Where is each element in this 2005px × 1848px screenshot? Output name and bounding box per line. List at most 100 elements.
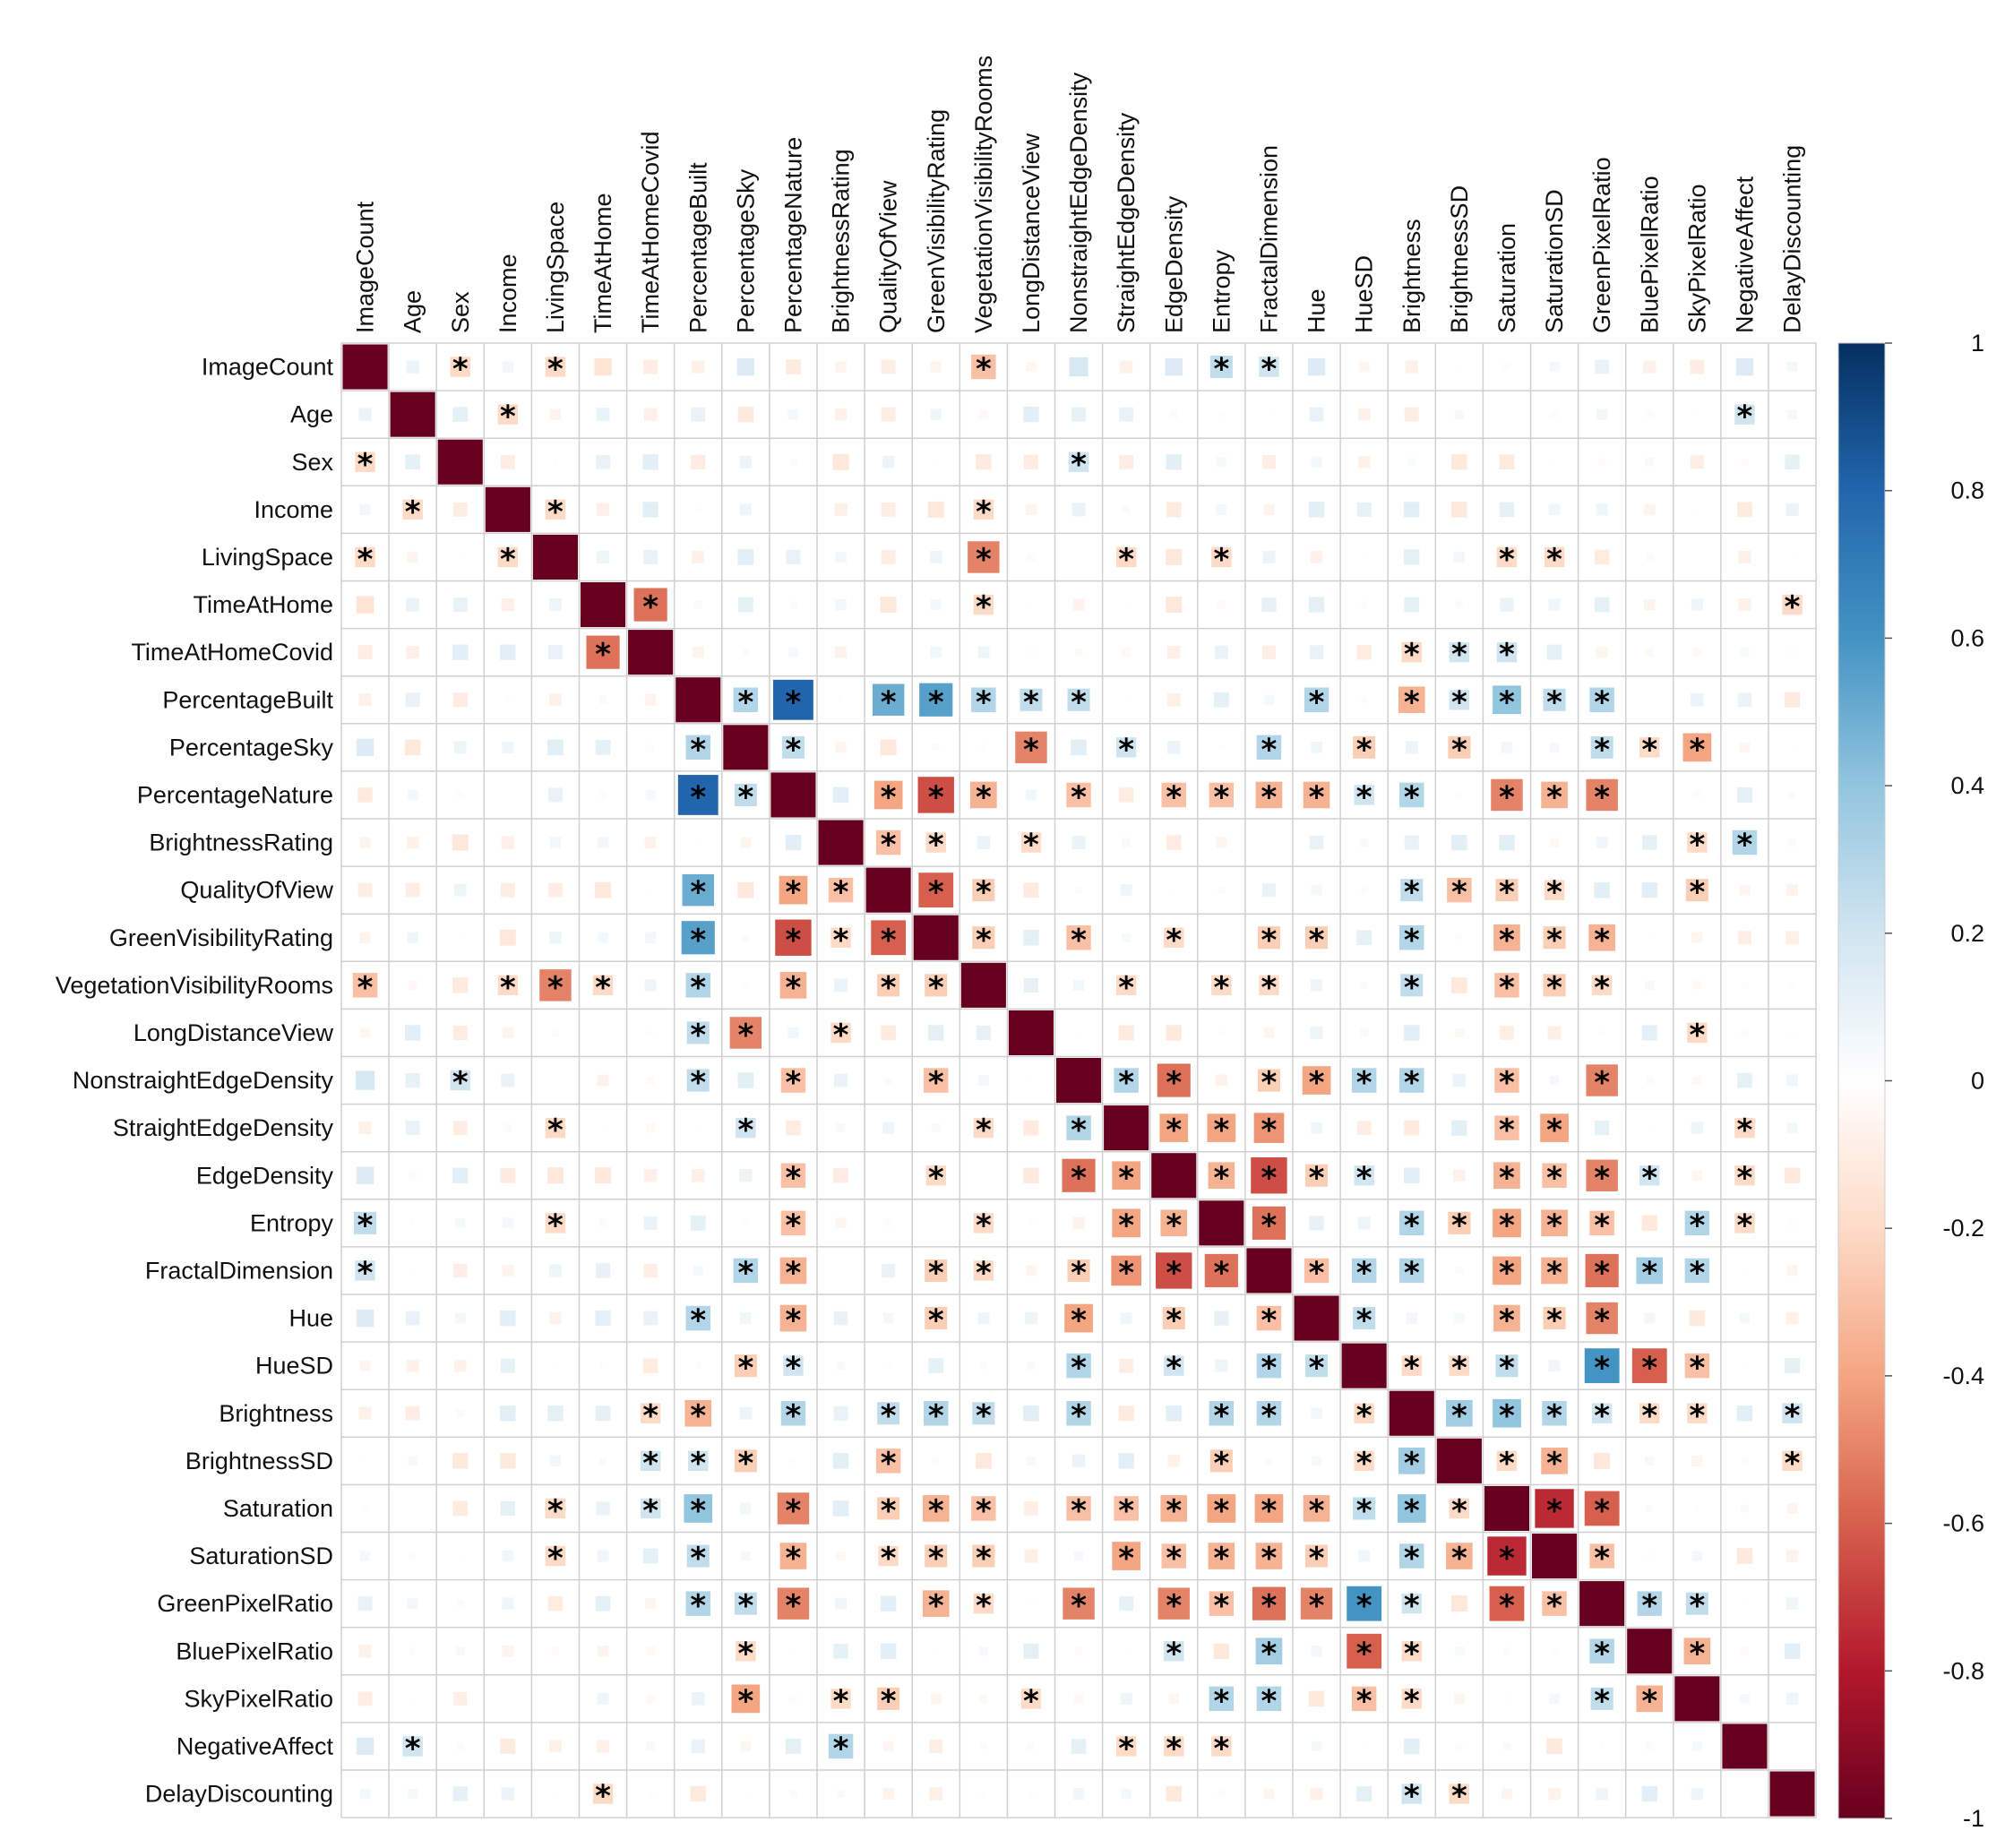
corr-cell-TimeAtHomeCovid-Age [406, 645, 419, 659]
corr-cell-SkyPixelRatio-SkyPixelRatio [1674, 1676, 1720, 1722]
corr-cell-Entropy-SaturationSD [1541, 1209, 1568, 1237]
corr-cell-ImageCount-PercentageBuilt [692, 360, 705, 374]
corr-cell-BrightnessSD-Brightness [1398, 1448, 1425, 1474]
corr-cell-NonstraightEdgeDensity-GreenVisibilityRating [924, 1068, 949, 1093]
corr-cell-Age-GreenPixelRatio [1596, 408, 1608, 420]
corr-cell-BrightnessRating-NonstraightEdgeDensity [1071, 835, 1086, 850]
corr-cell-GreenVisibilityRating-LongDistanceView [1023, 930, 1039, 946]
corr-cell-VegetationVisibilityRooms-Income [497, 975, 519, 996]
corr-cell-NegativeAffect-PercentageNature [785, 1738, 801, 1754]
significance-star: * [1356, 779, 1373, 815]
corr-cell-Saturation-StraightEdgeDensity [1114, 1496, 1139, 1521]
corr-cell-GreenVisibilityRating-SaturationSD [1543, 926, 1566, 950]
significance-star: * [1404, 923, 1420, 958]
corr-cell-NegativeAffect-SkyPixelRatio [1691, 1741, 1702, 1751]
corr-cell-Entropy-Entropy [1199, 1200, 1244, 1246]
corr-cell-BrightnessRating-Entropy [1216, 837, 1227, 848]
significance-star: * [452, 352, 469, 388]
corr-cell-Age-QualityOfView [881, 407, 896, 422]
corr-cell-EdgeDensity-GreenPixelRatio [1586, 1159, 1618, 1191]
corr-cell-GreenVisibilityRating-GreenPixelRatio [1588, 924, 1615, 951]
corr-cell-TimeAtHomeCovid-ImageCount [357, 645, 373, 660]
corr-cell-PercentageNature-Entropy [1209, 782, 1235, 808]
significance-star: * [1309, 1541, 1325, 1577]
significance-star: * [1213, 1683, 1229, 1719]
corr-cell-SaturationSD-BrightnessRating [836, 1551, 846, 1561]
corr-cell-EdgeDensity-Hue [1305, 1164, 1329, 1187]
corr-cell-NegativeAffect-Brightness [1404, 1738, 1420, 1755]
significance-star: * [1404, 970, 1420, 1006]
significance-star: * [1071, 779, 1087, 815]
corr-cell-Saturation-GreenVisibilityRating [922, 1495, 950, 1522]
colorbar-tick-label: -0.2 [1942, 1215, 1984, 1242]
significance-star: * [786, 1398, 802, 1434]
significance-star: * [1356, 1446, 1373, 1482]
corr-cell-NegativeAffect-Hue [1311, 1741, 1322, 1752]
corr-cell-GreenVisibilityRating-NonstraightEdgeDensity [1066, 925, 1091, 950]
corr-cell-BrightnessSD-GreenPixelRatio [1594, 1452, 1611, 1469]
corr-cell-BluePixelRatio-FractalDimension [1255, 1637, 1283, 1665]
corr-cell-Saturation-Entropy [1207, 1494, 1236, 1523]
corr-cell-VegetationVisibilityRooms-Saturation [1494, 973, 1519, 998]
corr-cell-LongDistanceView-PercentageBuilt [686, 1021, 710, 1044]
corr-cell-BrightnessSD-LivingSpace [549, 1455, 562, 1467]
significance-star: * [1689, 875, 1705, 911]
corr-cell-PercentageNature-GreenPixelRatio [1586, 778, 1618, 812]
significance-star: * [1594, 1683, 1610, 1719]
significance-star: * [1071, 1303, 1087, 1339]
corr-cell-Hue-BluePixelRatio [1644, 1312, 1656, 1324]
corr-cell-LongDistanceView-LongDistanceView [1008, 1010, 1054, 1055]
corr-cell-SaturationSD-ImageCount [359, 1551, 371, 1561]
significance-star: * [1404, 1636, 1420, 1672]
corr-cell-ImageCount-LongDistanceView [1026, 361, 1037, 373]
corr-cell-PercentageBuilt-NegativeAffect [1737, 692, 1752, 707]
corr-cell-SkyPixelRatio-NegativeAffect [1740, 1693, 1750, 1704]
corr-cell-BrightnessSD-StraightEdgeDensity [1118, 1453, 1134, 1469]
corr-cell-GreenVisibilityRating-Entropy [1220, 936, 1223, 939]
corr-cell-BrightnessSD-TimeAtHomeCovid [640, 1450, 661, 1472]
corr-cell-Saturation-Income [500, 1500, 516, 1517]
significance-star: * [1071, 1351, 1087, 1387]
corr-cell-StraightEdgeDensity-SaturationSD [1540, 1113, 1569, 1142]
corr-cell-TimeAtHome-Sex [452, 597, 468, 613]
significance-star: * [737, 1636, 753, 1672]
corr-cell-PercentageBuilt-FractalDimension [1263, 694, 1275, 705]
corr-cell-VegetationVisibilityRooms-PercentageSky [743, 982, 749, 989]
corr-cell-Entropy-LivingSpace [545, 1213, 566, 1233]
corr-cell-Entropy-LongDistanceView [1028, 1220, 1034, 1226]
significance-star: * [928, 828, 944, 864]
corr-cell-QualityOfView-Sex [453, 883, 467, 897]
corr-cell-Income-Hue [1308, 502, 1325, 518]
row-label-BrightnessSD: BrightnessSD [185, 1448, 333, 1474]
corr-cell-PercentageBuilt-BrightnessSD [1449, 690, 1470, 710]
corr-cell-Hue-VegetationVisibilityRooms [977, 1311, 990, 1325]
corr-cell-PercentageBuilt-GreenVisibilityRating [919, 683, 953, 717]
corr-cell-FractalDimension-TimeAtHomeCovid [643, 1263, 658, 1278]
significance-star: * [1785, 1446, 1801, 1482]
corr-cell-BrightnessSD-Age [408, 1456, 417, 1466]
corr-cell-BrightnessSD-Income [500, 1453, 516, 1469]
corr-cell-PercentageSky-LongDistanceView [1015, 731, 1047, 764]
corr-cell-Saturation-FractalDimension [1254, 1494, 1284, 1523]
corr-cell-Income-Sex [452, 502, 468, 517]
significance-star: * [1404, 684, 1420, 720]
corr-cell-PercentageNature-BrightnessSD [1456, 792, 1462, 798]
significance-star: * [786, 1351, 802, 1387]
corr-cell-Age-Entropy [1218, 411, 1225, 417]
corr-cell-FractalDimension-HueSD [1351, 1258, 1377, 1284]
corr-cell-PercentageBuilt-BrightnessRating [838, 697, 844, 703]
significance-star: * [1404, 1351, 1420, 1387]
corr-cell-ImageCount-VegetationVisibilityRooms [971, 354, 996, 380]
corr-cell-SaturationSD-Entropy [1208, 1543, 1235, 1569]
corr-cell-Entropy-GreenPixelRatio [1589, 1210, 1614, 1236]
significance-star: * [1071, 1113, 1087, 1148]
corr-cell-NonstraightEdgeDensity-BrightnessSD [1452, 1073, 1467, 1087]
significance-star: * [976, 352, 992, 388]
corr-cell-LivingSpace-EdgeDensity [1166, 548, 1183, 565]
colorbar-tick-label: 0.2 [1950, 920, 1984, 947]
corr-cell-FractalDimension-PercentageNature [779, 1257, 807, 1285]
corr-cell-NonstraightEdgeDensity-LongDistanceView [1029, 1079, 1033, 1082]
significance-star: * [690, 1446, 706, 1482]
significance-star: * [1594, 923, 1610, 958]
significance-star: * [1023, 684, 1039, 720]
